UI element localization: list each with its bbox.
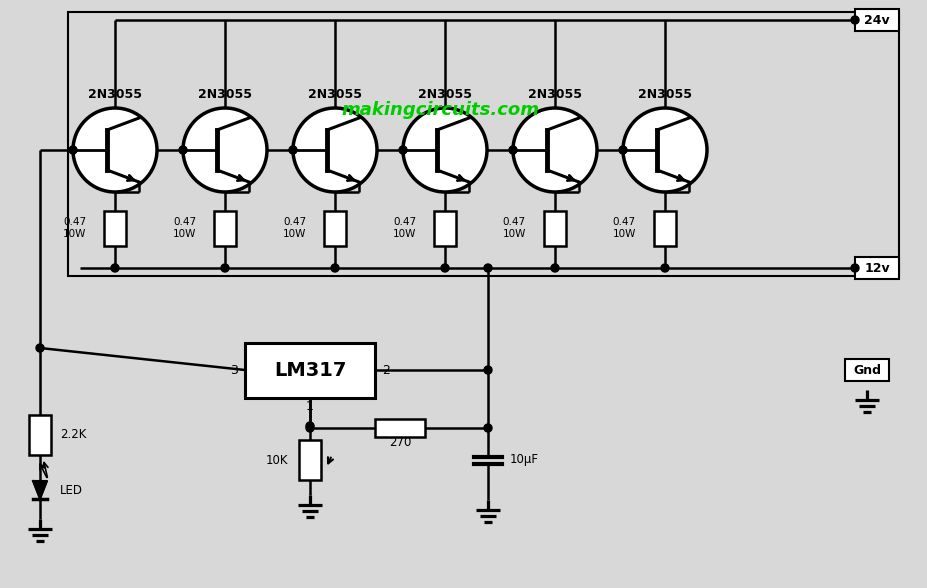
Text: 0.47
10W: 0.47 10W — [172, 217, 196, 239]
Text: 2.2K: 2.2K — [60, 429, 86, 442]
Bar — [324, 211, 346, 246]
Text: 24v: 24v — [864, 14, 890, 26]
Text: 2N3055: 2N3055 — [198, 88, 252, 101]
Bar — [299, 440, 321, 480]
Text: 0.47
10W: 0.47 10W — [283, 217, 306, 239]
Circle shape — [179, 146, 187, 154]
Circle shape — [73, 108, 157, 192]
Text: 12v: 12v — [864, 262, 890, 275]
Circle shape — [111, 264, 119, 272]
Bar — [855, 9, 899, 31]
Circle shape — [36, 344, 44, 352]
Circle shape — [293, 108, 377, 192]
Circle shape — [484, 366, 492, 374]
Text: 2N3055: 2N3055 — [528, 88, 582, 101]
Circle shape — [484, 264, 492, 272]
Text: 2N3055: 2N3055 — [88, 88, 142, 101]
Bar — [214, 211, 236, 246]
Circle shape — [399, 146, 407, 154]
Text: Gnd: Gnd — [853, 363, 881, 376]
Text: makingcircuits.com: makingcircuits.com — [341, 101, 539, 119]
Bar — [245, 342, 375, 397]
Bar — [375, 419, 425, 437]
Circle shape — [484, 424, 492, 432]
Circle shape — [69, 146, 77, 154]
Text: 0.47
10W: 0.47 10W — [613, 217, 636, 239]
Text: 2N3055: 2N3055 — [638, 88, 692, 101]
Circle shape — [551, 264, 559, 272]
Bar — [845, 359, 889, 381]
Text: 10K: 10K — [265, 453, 288, 466]
Circle shape — [183, 108, 267, 192]
Text: 2: 2 — [382, 363, 390, 376]
Polygon shape — [33, 481, 47, 499]
Text: 0.47
10W: 0.47 10W — [502, 217, 526, 239]
Circle shape — [221, 264, 229, 272]
Text: 270: 270 — [388, 436, 412, 449]
Text: 0.47
10W: 0.47 10W — [63, 217, 86, 239]
Bar — [104, 211, 126, 246]
Circle shape — [441, 264, 449, 272]
Circle shape — [513, 108, 597, 192]
Bar — [68, 12, 899, 276]
Circle shape — [851, 264, 859, 272]
Text: 10μF: 10μF — [510, 453, 539, 466]
Bar — [654, 211, 676, 246]
Text: 3: 3 — [230, 363, 238, 376]
Text: LM317: LM317 — [273, 360, 346, 379]
Circle shape — [623, 108, 707, 192]
Circle shape — [851, 16, 859, 24]
Bar — [855, 257, 899, 279]
Bar — [434, 211, 456, 246]
Bar — [544, 211, 566, 246]
Bar — [29, 415, 51, 455]
Circle shape — [331, 264, 339, 272]
Circle shape — [403, 108, 487, 192]
Text: 2N3055: 2N3055 — [418, 88, 472, 101]
Text: 1: 1 — [306, 400, 314, 413]
Circle shape — [619, 146, 627, 154]
Circle shape — [509, 146, 517, 154]
Circle shape — [306, 422, 314, 430]
Circle shape — [306, 424, 314, 432]
Circle shape — [661, 264, 669, 272]
Text: 0.47
10W: 0.47 10W — [393, 217, 416, 239]
Text: 2N3055: 2N3055 — [308, 88, 362, 101]
Circle shape — [289, 146, 297, 154]
Text: LED: LED — [60, 483, 83, 496]
